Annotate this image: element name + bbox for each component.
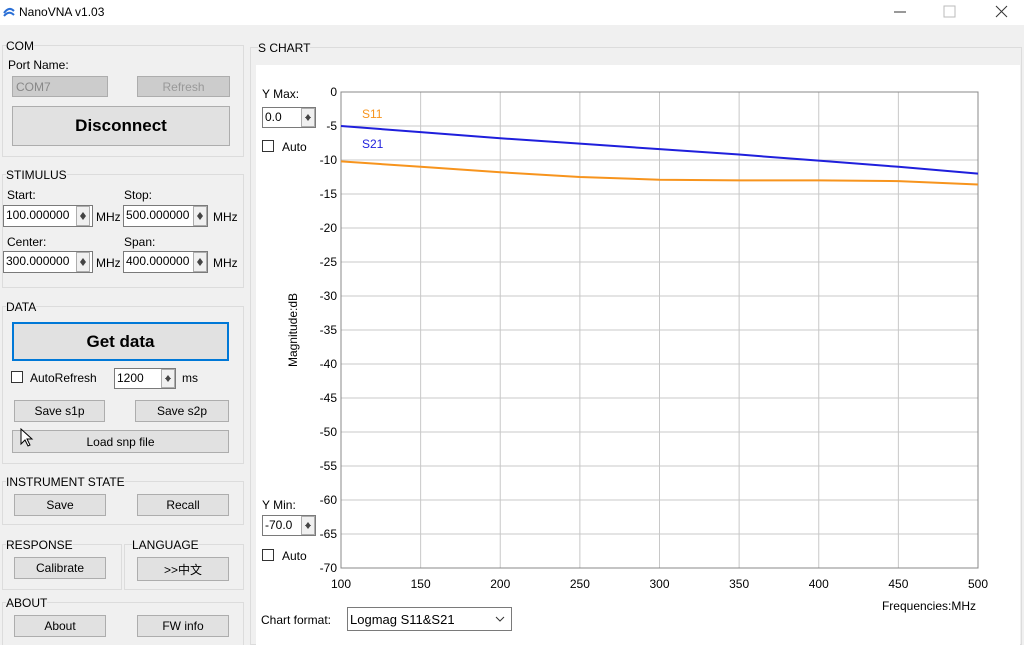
refresh-button[interactable]: Refresh: [137, 76, 230, 97]
recall-button[interactable]: Recall: [137, 494, 229, 516]
stimulus-group: [2, 174, 244, 288]
language-button[interactable]: >>中文: [137, 557, 229, 581]
group-title: INSTRUMENT STATE: [6, 475, 125, 489]
port-combobox[interactable]: COM7: [12, 76, 108, 97]
unit: MHz: [96, 210, 121, 224]
unit: MHz: [213, 210, 238, 224]
spin-button[interactable]: [161, 369, 175, 388]
group-title: LANGUAGE: [132, 538, 199, 552]
disconnect-button[interactable]: Disconnect: [12, 106, 230, 146]
unit: ms: [182, 371, 198, 385]
spin-button[interactable]: [193, 206, 207, 226]
y-tick-label: -10: [320, 153, 338, 167]
label: Auto: [282, 140, 307, 154]
y-tick-label: 0: [330, 85, 337, 99]
label: Center:: [7, 235, 47, 249]
x-tick-label: 350: [729, 577, 749, 591]
chart-panel: [256, 65, 1020, 645]
group-title: ABOUT: [6, 596, 48, 610]
about-button[interactable]: About: [14, 615, 106, 637]
legend-label: S11: [362, 107, 383, 121]
spin-button[interactable]: [193, 252, 207, 272]
label: Stop:: [124, 188, 153, 202]
checkbox[interactable]: [11, 371, 23, 383]
start-input[interactable]: 100.000000: [3, 205, 93, 227]
dropdown-arrow: [495, 616, 505, 622]
label: Chart format:: [261, 613, 332, 627]
group-title: STIMULUS: [6, 168, 67, 182]
x-tick-label: 100: [331, 577, 351, 591]
label: Auto: [282, 549, 307, 563]
calibrate-button[interactable]: Calibrate: [14, 557, 106, 579]
load-snp-button[interactable]: Load snp file: [12, 430, 229, 453]
plot-frame: [340, 91, 979, 569]
series-line: [340, 125, 979, 175]
x-axis-title: Frequencies:MHz: [882, 599, 976, 613]
title-bar: [0, 0, 1024, 25]
center-input[interactable]: 300.000000: [3, 251, 93, 273]
group-title: RESPONSE: [6, 538, 73, 552]
about-group: [2, 602, 244, 645]
legend-label: S21: [362, 137, 384, 151]
checkbox[interactable]: [262, 140, 274, 152]
x-tick-label: 300: [649, 577, 669, 591]
y-tick-label: -55: [320, 459, 338, 473]
chart-format-combobox[interactable]: Logmag S11&S21: [347, 607, 512, 631]
unit: MHz: [96, 256, 121, 270]
y-tick-label: -30: [320, 289, 338, 303]
spin-button[interactable]: [301, 516, 315, 535]
save-s1p-button[interactable]: Save s1p: [14, 400, 105, 422]
y-tick-label: -45: [320, 391, 338, 405]
x-tick-label: 450: [888, 577, 908, 591]
spin-button[interactable]: [76, 252, 90, 272]
group-title: S CHART: [258, 41, 311, 55]
x-tick-label: 400: [809, 577, 829, 591]
label: Span:: [124, 235, 156, 249]
series-line: [340, 160, 979, 186]
spin-button[interactable]: [76, 206, 90, 226]
y-tick-label: -35: [320, 323, 338, 337]
get-data-button[interactable]: Get data: [12, 322, 229, 361]
y-tick-label: -40: [320, 357, 338, 371]
y-axis-title: Magnitude:dB: [286, 293, 300, 367]
window-controls[interactable]: [880, 0, 1024, 25]
y-tick-label: -70: [320, 561, 338, 575]
x-tick-label: 200: [490, 577, 510, 591]
label: AutoRefresh: [30, 371, 97, 385]
stop-input[interactable]: 500.000000: [123, 205, 208, 227]
mouse-cursor: [20, 428, 34, 447]
x-tick-label: 500: [968, 577, 988, 591]
checkbox[interactable]: [262, 549, 274, 561]
interval-input[interactable]: 1200: [114, 368, 176, 389]
save-s2p-button[interactable]: Save s2p: [135, 400, 229, 422]
group-title: COM: [6, 39, 34, 53]
data-group: [2, 306, 244, 464]
label: Y Min:: [262, 498, 296, 512]
window-title: NanoVNA v1.03: [19, 5, 105, 19]
y-tick-label: -15: [320, 187, 338, 201]
y-tick-label: -50: [320, 425, 338, 439]
fw-info-button[interactable]: FW info: [137, 615, 229, 637]
save-button[interactable]: Save: [14, 494, 106, 516]
y-tick-label: -60: [320, 493, 338, 507]
x-tick-label: 150: [411, 577, 431, 591]
unit: MHz: [213, 256, 238, 270]
label: Start:: [7, 188, 36, 202]
x-tick-label: 250: [570, 577, 590, 591]
label: Y Max:: [262, 87, 300, 101]
y-tick-label: -20: [320, 221, 338, 235]
group-title: DATA: [6, 300, 37, 314]
label: Port Name:: [8, 58, 69, 72]
spin-button[interactable]: [301, 108, 315, 127]
y-tick-label: -65: [320, 527, 338, 541]
com-group: [2, 45, 244, 157]
y-tick-label: -5: [326, 119, 337, 133]
app-icon: [3, 7, 15, 17]
span-input[interactable]: 400.000000: [123, 251, 208, 273]
y-tick-label: -25: [320, 255, 338, 269]
